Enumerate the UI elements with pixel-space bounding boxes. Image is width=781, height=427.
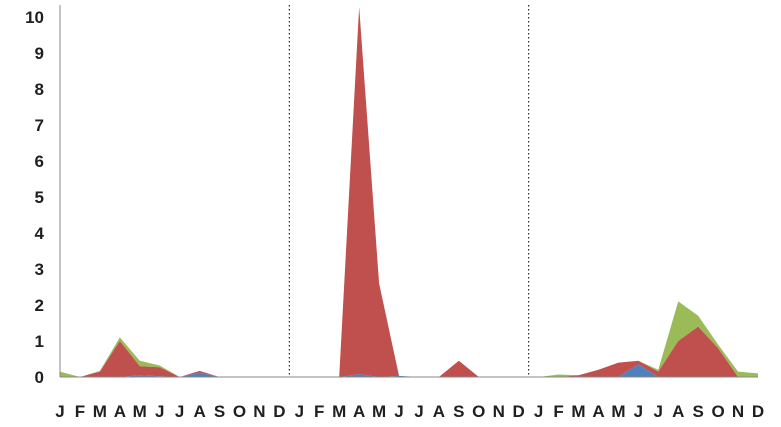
y-tick-label: 6 [35,152,44,171]
x-tick-label: N [732,402,744,421]
y-tick-label: 1 [35,332,44,351]
x-tick-label: M [372,402,386,421]
x-tick-label: S [453,402,464,421]
axes [59,5,758,378]
x-tick-label: A [353,402,365,421]
x-tick-label: M [93,402,107,421]
y-tick-label: 10 [25,8,44,27]
y-tick-label: 9 [35,44,44,63]
area-series-3 [60,6,758,377]
y-tick-label: 8 [35,80,44,99]
x-tick-label: J [654,402,663,421]
x-tick-label: D [752,402,764,421]
x-tick-label: A [433,402,445,421]
x-tick-label: J [175,402,184,421]
y-tick-label: 2 [35,296,44,315]
x-tick-label: M [571,402,585,421]
x-tick-label: J [394,402,403,421]
x-tick-label: O [233,402,246,421]
x-tick-label: J [55,402,64,421]
x-tick-label: F [314,402,324,421]
x-tick-label: J [295,402,304,421]
x-tick-label: A [114,402,126,421]
x-tick-label: F [75,402,85,421]
y-tick-label: 5 [35,188,44,207]
x-tick-label: A [592,402,604,421]
x-tick-label: S [692,402,703,421]
x-tick-label: O [711,402,724,421]
x-tick-label: J [634,402,643,421]
x-tick-label: J [534,402,543,421]
y-tick-label: 3 [35,260,44,279]
year-separators [288,5,530,377]
x-tick-label: D [273,402,285,421]
y-tick-label: 7 [35,116,44,135]
x-tick-label: M [611,402,625,421]
x-tick-label: N [253,402,265,421]
x-tick-label: F [553,402,563,421]
x-tick-label: J [155,402,164,421]
x-tick-label: J [414,402,423,421]
x-tick-label: D [513,402,525,421]
y-tick-label: 0 [35,368,44,387]
y-axis-ticks: 0 1 2 3 4 5 6 7 8 9 10 [25,8,44,387]
y-tick-label: 4 [35,224,45,243]
x-tick-label: A [193,402,205,421]
area-series-2 [60,6,758,377]
x-tick-label: O [472,402,485,421]
x-tick-label: N [493,402,505,421]
x-tick-label: M [133,402,147,421]
x-tick-label: S [214,402,225,421]
x-tick-label: M [332,402,346,421]
plot-area [60,6,758,377]
x-tick-label: A [672,402,684,421]
